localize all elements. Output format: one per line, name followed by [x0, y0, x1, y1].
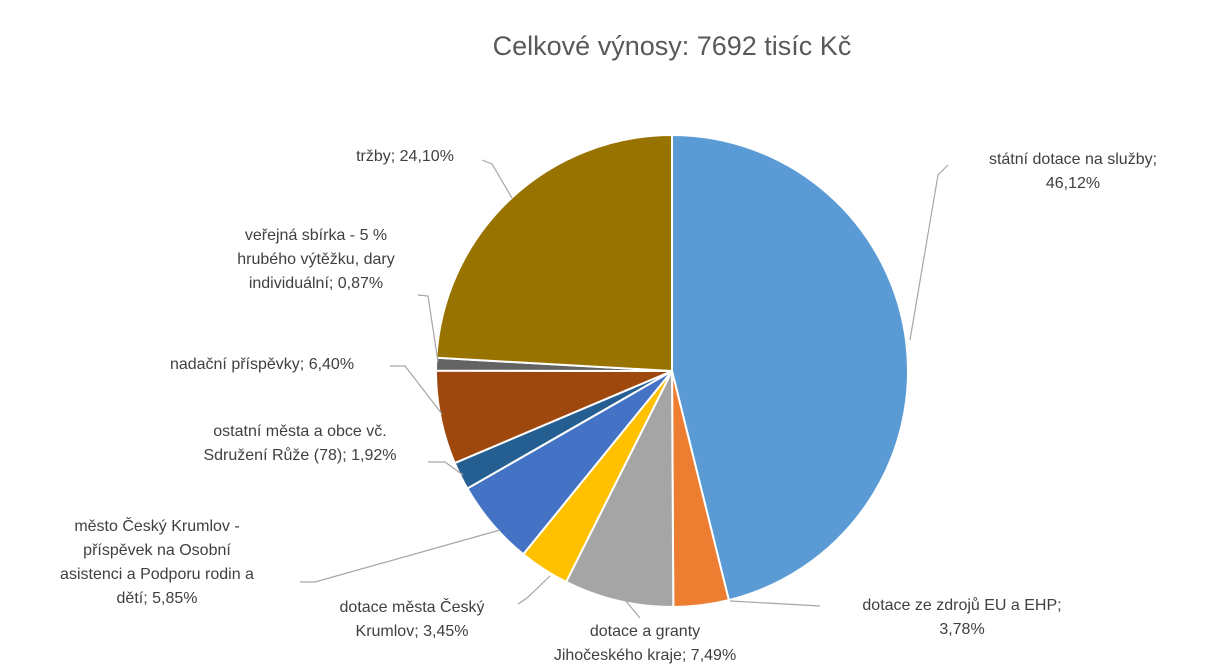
leader-line [729, 600, 821, 607]
data-label: ostatní města a obce vč. Sdružení Růže (… [203, 423, 391, 464]
label-line: státní dotace na služby; [989, 151, 1157, 168]
label-line: asistenci a Podporu rodin a [60, 566, 258, 583]
value-label: 3,78% [939, 621, 984, 638]
data-label: dotace města Český Krumlov; [340, 597, 489, 640]
leader-line [481, 159, 513, 199]
label-line: nadační příspěvky; [170, 356, 304, 373]
pie-slice [435, 133, 673, 373]
data-label: tržby; [356, 148, 395, 165]
value-label: 7,49% [691, 647, 736, 664]
label-line: tržby; [356, 148, 395, 165]
label-line: dětí; [117, 590, 148, 607]
value-label: 5,85% [152, 590, 197, 607]
label-line: veřejná sbírka - 5 % [245, 227, 392, 244]
data-label: dotace ze zdrojů EU a EHP; [862, 596, 1061, 614]
leader-line [517, 575, 551, 605]
leader-line [428, 461, 464, 476]
label-line: Krumlov; [356, 623, 419, 640]
pie-slice [564, 370, 675, 608]
data-label: veřejná sbírka - 5 % hrubého výtěžku, da… [237, 227, 399, 292]
label-line: dotace a granty [590, 623, 705, 640]
data-label: město Český Krumlov - příspěvek na Osobn… [60, 516, 258, 607]
leader-line [624, 599, 641, 619]
value-label: 3,45% [423, 623, 468, 640]
label-line: ostatní města a obce vč. [213, 423, 391, 440]
value-label: 6,40% [309, 356, 354, 373]
pie-slice [671, 133, 909, 602]
value-label: 24,10% [400, 148, 454, 165]
value-label: 46,12% [1046, 175, 1100, 192]
leader-line [300, 529, 501, 583]
leader-line [417, 294, 439, 363]
leader-line [909, 164, 949, 341]
data-label: dotace a granty Jihočeského kraje; [554, 623, 705, 664]
label-line: dotace města Český [340, 597, 489, 616]
label-line: hrubého výtěžku, dary [237, 251, 399, 268]
value-label: 0,87% [338, 275, 383, 292]
label-line: individuální; [249, 275, 334, 292]
value-label: 1,92% [351, 447, 396, 464]
chart-title: Celkové výnosy: 7692 tisíc Kč [493, 31, 852, 61]
label-line: příspěvek na Osobní [83, 542, 235, 559]
label-line: Jihočeského kraje; [554, 647, 687, 664]
data-label: státní dotace na služby; [989, 151, 1157, 168]
label-line: dotace ze zdrojů EU a EHP; [862, 596, 1061, 614]
label-line: Sdružení Růže (78); [203, 446, 346, 464]
label-line: město Český Krumlov - [74, 516, 244, 535]
data-label: nadační příspěvky; [170, 356, 304, 373]
leader-line [390, 365, 443, 415]
